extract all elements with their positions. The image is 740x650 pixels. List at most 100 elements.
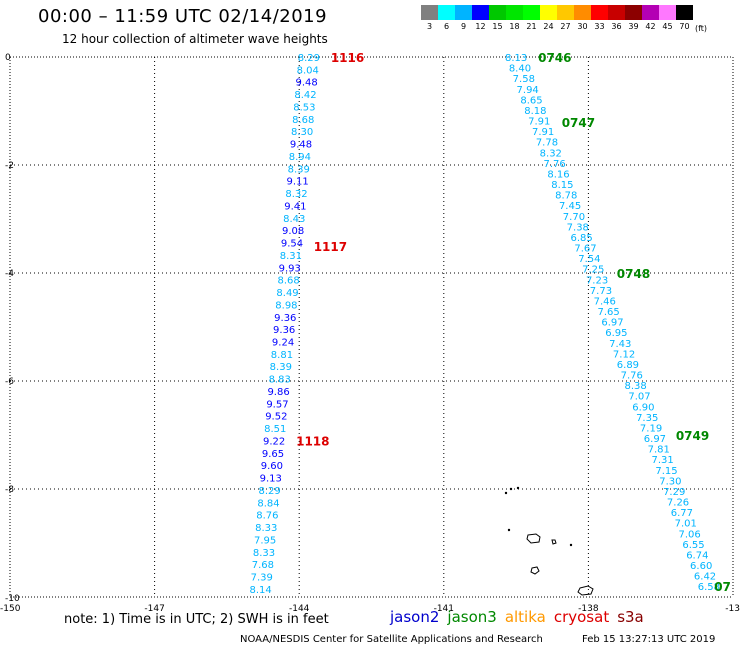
wave-height-value: 8.31 [280, 251, 302, 262]
legend-unit: (ft) [695, 24, 708, 33]
legend-swatch [625, 5, 642, 20]
satellite-s3a: s3a [617, 608, 644, 626]
wave-height-value: 9.11 [286, 177, 308, 188]
legend-item: 45 [659, 5, 676, 33]
legend-label: 45 [662, 22, 673, 31]
wave-height-value: 7.65 [598, 307, 620, 318]
wave-height-value: 8.49 [276, 288, 298, 299]
legend-label: 27 [560, 22, 571, 31]
legend-label: 18 [509, 22, 520, 31]
wave-height-value: 7.58 [513, 74, 535, 85]
wave-height-value: 7.81 [648, 445, 670, 456]
wave-height-value: 8.13 [505, 53, 527, 64]
color-scale-legend: 3 6 9 12 15 18 21 24 27 30 33 36 39 42 45 70 (ft) [421, 5, 707, 33]
legend-label: 6 [443, 22, 450, 31]
legend-swatch [438, 5, 455, 20]
legend-label: 39 [628, 22, 639, 31]
wave-height-value: 9.65 [262, 449, 284, 460]
legend-label: 42 [645, 22, 656, 31]
wave-height-value: 9.86 [267, 387, 289, 398]
wave-height-value: 8.68 [278, 276, 300, 287]
wave-height-value: 7.78 [536, 138, 558, 149]
wave-height-value: 8.51 [264, 424, 286, 435]
legend-item: 21 [523, 5, 540, 33]
wave-height-value: 9.36 [274, 313, 296, 324]
wave-height-value: 8.40 [509, 64, 531, 75]
wave-height-value: 8.14 [250, 585, 272, 596]
wave-height-value: 9.48 [295, 78, 317, 89]
y-tick-label: -2 [5, 161, 14, 171]
pass-time-label: 0746 [538, 51, 571, 65]
legend-item: 36 [608, 5, 625, 33]
wave-height-value: 9.52 [265, 412, 287, 423]
chart-title: 00:00 – 11:59 UTC 02/14/2019 [38, 6, 328, 27]
legend-item: 6 [438, 5, 455, 33]
legend-label: 15 [492, 22, 503, 31]
satellite-jason3: jason3 [447, 608, 497, 626]
wave-height-value: 7.39 [251, 573, 273, 584]
legend-item: 12 [472, 5, 489, 33]
wave-height-value: 8.98 [275, 300, 297, 311]
wave-height-value: 6.58 [698, 582, 720, 593]
y-tick-label: 0 [5, 53, 11, 63]
wave-height-value: 8.04 [297, 65, 319, 76]
legend-swatch [472, 5, 489, 20]
satellite-jason2: jason2 [390, 608, 440, 626]
pass-time-label: 1116 [331, 51, 364, 65]
wave-height-value: 6.85 [571, 233, 593, 244]
wave-height-value: 8.29 [258, 486, 280, 497]
legend-item: 18 [506, 5, 523, 33]
island-outline [526, 533, 541, 544]
legend-item: 30 [574, 5, 591, 33]
x-tick-label: -144 [289, 604, 310, 614]
x-tick-label: -150 [0, 604, 21, 614]
wave-height-value: 7.15 [655, 466, 677, 477]
wave-height-value: 8.43 [283, 214, 305, 225]
wave-height-value: 8.29 [298, 53, 320, 64]
wave-height-value: 8.18 [524, 106, 546, 117]
wave-height-value: 7.29 [663, 487, 685, 498]
wave-height-value: 8.94 [289, 152, 311, 163]
legend-label: 70 [679, 22, 690, 31]
pass-time-label: 1118 [296, 434, 329, 448]
island-outline [530, 566, 540, 575]
wave-height-value: 7.35 [636, 413, 658, 424]
legend-label: 30 [577, 22, 588, 31]
pass-time-label: 1117 [314, 240, 347, 254]
legend-swatch [557, 5, 574, 20]
chart-subtitle: 12 hour collection of altimeter wave hei… [62, 32, 328, 46]
wave-height-value: 9.60 [261, 461, 283, 472]
legend-item: 33 [591, 5, 608, 33]
legend-swatch [676, 5, 693, 20]
legend-swatch [642, 5, 659, 20]
wave-height-value: 6.77 [671, 508, 693, 519]
wave-height-value: 8.15 [551, 180, 573, 191]
y-tick-label: -8 [5, 485, 14, 495]
footnote: note: 1) Time is in UTC; 2) SWH is in fe… [64, 612, 329, 627]
wave-height-value: 9.08 [282, 226, 304, 237]
wave-height-value: 8.30 [291, 127, 313, 138]
wave-height-value: 8.32 [285, 189, 307, 200]
legend-label: 21 [526, 22, 537, 31]
wave-height-value: 6.42 [694, 572, 716, 583]
pass-time-label: 0747 [562, 116, 595, 130]
legend-item: 24 [540, 5, 557, 33]
wave-height-value: 8.76 [256, 511, 278, 522]
legend-label: 12 [475, 22, 486, 31]
wave-height-value: 6.55 [682, 540, 704, 551]
island-dot [504, 491, 508, 495]
wave-height-value: 8.16 [547, 169, 569, 180]
wave-height-value: 6.60 [690, 561, 712, 572]
x-tick-label: -13 [725, 604, 740, 614]
wave-height-value: 9.36 [273, 325, 295, 336]
wave-height-value: 8.33 [255, 523, 277, 534]
wave-height-value: 7.91 [528, 117, 550, 128]
wave-height-value: 9.41 [284, 201, 306, 212]
legend-item: 9 [455, 5, 472, 33]
satellite-altika: altika [504, 608, 546, 626]
legend-item: 42 [642, 5, 659, 33]
wave-height-value: 7.70 [563, 212, 585, 223]
wave-height-value: 9.93 [279, 263, 301, 274]
wave-height-value: 7.76 [621, 371, 643, 382]
pass-time-label: 07 [714, 580, 731, 594]
